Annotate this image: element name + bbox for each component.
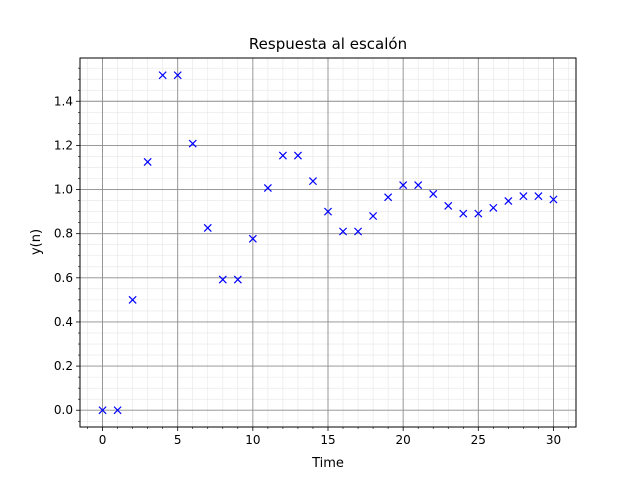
data-point [444,201,453,210]
data-point [263,183,272,193]
y-tick-label: 1.2 [54,138,73,152]
y-tick-label: 0.8 [54,227,73,241]
y-tick-label: 0.6 [54,271,73,285]
x-tick-label: 30 [546,433,561,447]
data-point [459,209,468,218]
data-point [504,196,513,206]
x-tick-label: 25 [471,433,486,447]
data-point [384,193,393,202]
data-point [519,192,528,201]
x-tick-label: 5 [174,433,182,447]
data-points [98,71,558,415]
data-point [128,295,137,304]
data-point [218,275,227,284]
data-point [188,139,197,148]
data-point [203,223,212,232]
data-point [354,227,363,236]
x-axis-label: Time [311,456,344,471]
data-point [429,189,438,198]
y-tick-label: 0.0 [54,403,73,417]
data-point [113,406,122,415]
data-point [173,71,182,80]
data-point [158,71,167,80]
data-point [308,177,317,186]
y-tick-label: 1.4 [54,94,73,108]
data-point [248,234,257,243]
data-point [233,275,242,284]
major-grid [80,58,576,427]
chart-title: Respuesta al escalón [249,35,407,53]
data-point [369,211,378,221]
data-point [339,227,348,236]
data-point [98,406,107,415]
data-point [399,181,408,190]
data-point [474,209,483,218]
y-tick-label: 1.0 [54,183,73,197]
data-point [278,151,287,160]
data-point [143,157,152,166]
tick-labels: 0 5 10 15 20 25 30 0.0 0.2 0.4 0.6 0.8 1.0 1.2 1.4 [54,94,561,447]
y-tick-label: 0.4 [54,315,73,329]
data-point [534,192,543,201]
data-point [414,181,423,190]
x-tick-label: 15 [320,433,335,447]
y-tick-label: 0.2 [54,359,73,373]
plot-frame [79,57,577,428]
data-point [489,203,498,212]
x-tick-label: 0 [99,433,107,447]
x-tick-label: 10 [245,433,260,447]
y-axis-label: y(n) [29,229,44,255]
data-point [293,151,302,160]
x-tick-label: 20 [396,433,411,447]
data-point [549,195,558,204]
data-point [323,207,333,216]
